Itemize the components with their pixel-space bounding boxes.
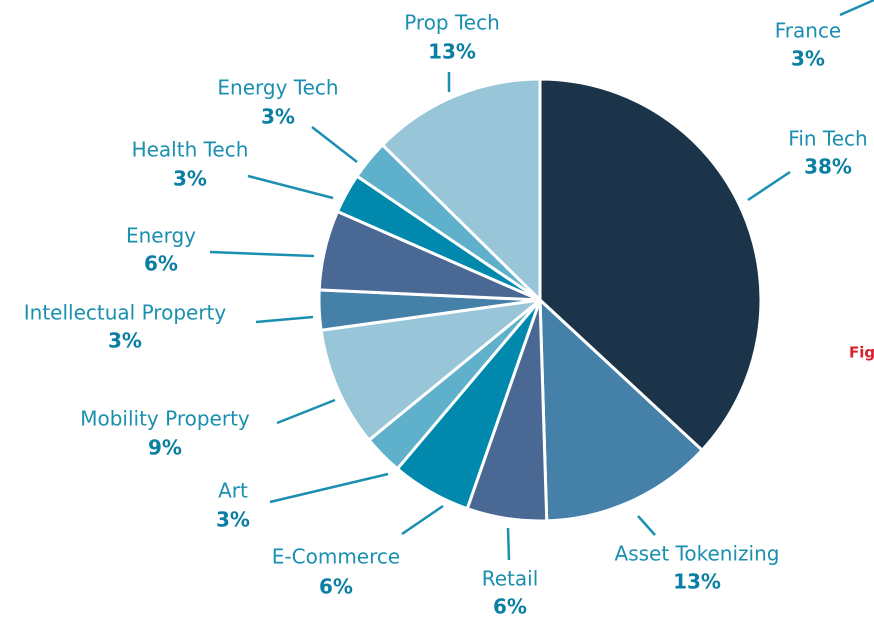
leader-line <box>209 250 315 258</box>
leader-line <box>637 515 656 536</box>
leader-line <box>269 472 389 504</box>
slice-label: Mobility Property <box>80 407 250 431</box>
value-label: 6% <box>319 575 353 599</box>
slice-label: Energy <box>126 224 196 248</box>
leader-line <box>276 398 336 425</box>
slice-label: Retail <box>482 567 539 591</box>
slice-label: Intellectual Property <box>24 301 227 325</box>
leader-line <box>506 527 511 561</box>
annotation: France <box>775 19 842 43</box>
pie-slice <box>538 77 763 452</box>
slice-label: Art <box>218 479 248 503</box>
leader-line <box>401 504 444 536</box>
leader-line <box>255 315 314 324</box>
value-label: 3% <box>261 105 295 129</box>
value-label: 38% <box>804 155 852 179</box>
value-label: 9% <box>148 436 182 460</box>
slice-label: E-Commerce <box>272 545 400 569</box>
pie-slice <box>538 298 704 523</box>
annotation: Fig <box>849 344 874 362</box>
slice-label: Prop Tech <box>404 11 500 35</box>
pie-slice <box>319 298 542 442</box>
leader-line <box>747 170 791 202</box>
value-label: 3% <box>216 508 250 532</box>
value-label: 13% <box>673 570 721 594</box>
pie-slice <box>381 77 542 302</box>
slice-label: Fin Tech <box>788 127 867 151</box>
slice-label: Health Tech <box>132 138 249 162</box>
value-label: 13% <box>428 40 476 64</box>
annotation: 3% <box>791 47 825 71</box>
slice-label: Energy Tech <box>217 76 338 100</box>
leader-line <box>311 126 358 163</box>
value-label: 6% <box>144 252 178 276</box>
value-label: 3% <box>173 167 207 191</box>
slice-label: Asset Tokenizing <box>615 542 780 566</box>
leader-line <box>247 174 334 200</box>
leader-line <box>839 0 874 17</box>
value-label: 3% <box>108 329 142 353</box>
value-label: 6% <box>493 595 527 619</box>
